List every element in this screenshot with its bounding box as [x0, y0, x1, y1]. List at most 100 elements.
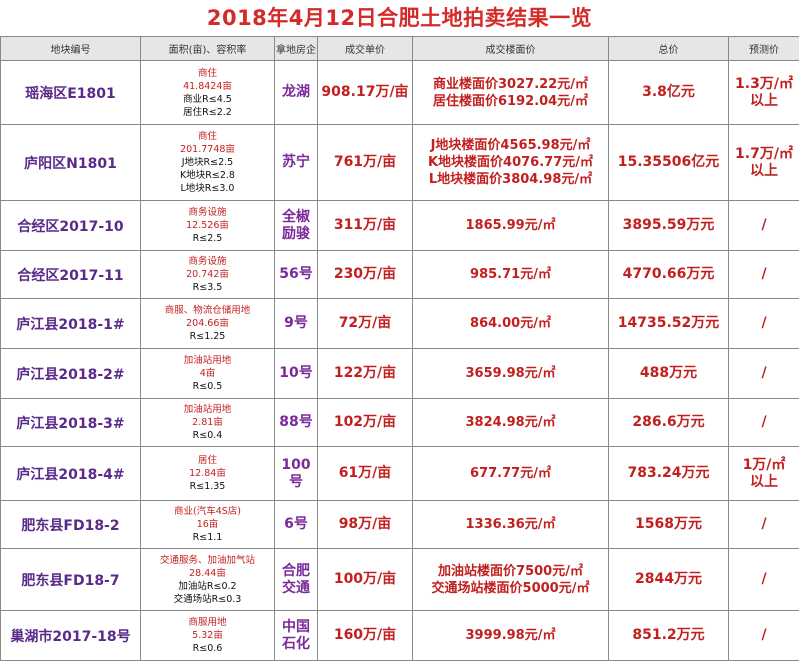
developer-name: 10号 — [279, 365, 313, 381]
forecast-value: / — [761, 516, 767, 532]
table-row: 庐江县2018-3# 加油站用地 2.81亩 R≤0.4 88号 102万/亩 3824.9… — [0, 398, 799, 447]
forecast-cell: / — [728, 348, 799, 399]
developer-name: 100 — [281, 456, 311, 473]
developer-cell: 9号 — [274, 298, 318, 349]
ratio-value: R≤1.35 — [189, 481, 226, 492]
area-value: 12.84亩 — [189, 468, 226, 479]
plot-id-cell: 庐江县2018-2# — [0, 348, 141, 399]
floor-price-line: 1336.36元/㎡ — [465, 517, 556, 532]
unit-price-cell: 72万/亩 — [317, 298, 413, 349]
area-ratio-cell: 加油站用地 2.81亩 R≤0.4 — [140, 398, 275, 447]
developer-cell: 中国 石化 — [274, 610, 318, 661]
floor-price-line: K地块楼面价4076.77元/㎡ — [427, 155, 594, 170]
header-area-ratio: 面积(亩)、容积率 — [140, 36, 275, 61]
forecast-cell: / — [728, 548, 799, 611]
table-row: 庐阳区N1801 商住 201.7748亩 J地块R≤2.5 K地块R≤2.8 L地块R≤… — [0, 124, 799, 201]
header-developer: 拿地房企 — [274, 36, 318, 61]
table-row: 瑶海区E1801 商住 41.8424亩 商业R≤4.5 居住R≤2.2 龙湖 908.17… — [0, 60, 799, 125]
developer-name: 励骏 — [282, 225, 310, 242]
forecast-value: 1万/㎡ — [742, 456, 786, 473]
ratio-value: 商业R≤4.5 — [183, 93, 232, 105]
forecast-value: / — [761, 414, 767, 430]
forecast-value: 1.7万/㎡ — [735, 145, 793, 162]
floor-price-line: 居住楼面价6192.04元/㎡ — [433, 93, 588, 109]
plot-id-cell: 合经区2017-10 — [0, 200, 141, 251]
unit-price-cell: 761万/亩 — [317, 124, 413, 201]
developer-cell: 56号 — [274, 250, 318, 299]
plot-id-cell: 巢湖市2017-18号 — [0, 610, 141, 661]
floor-price-line: L地块楼面价3804.98元/㎡ — [428, 172, 593, 187]
forecast-value: / — [761, 571, 767, 587]
header-row: 地块编号 面积(亩)、容积率 拿地房企 成交单价 成交楼面价 总价 预测价 — [0, 36, 799, 61]
area-ratio-cell: 商业(汽车4S店) 16亩 R≤1.1 — [140, 500, 275, 549]
floor-price-line: 加油站楼面价7500元/㎡ — [438, 563, 583, 579]
area-value: 204.66亩 — [186, 318, 229, 329]
ratio-value: R≤1.1 — [192, 532, 223, 543]
unit-price-cell: 61万/亩 — [317, 446, 413, 501]
area-ratio-cell: 加油站用地 4亩 R≤0.5 — [140, 348, 275, 399]
land-use-label: 商服用地 — [188, 617, 227, 628]
unit-price-cell: 311万/亩 — [317, 200, 413, 251]
developer-name: 88号 — [279, 414, 313, 430]
total-price-cell: 14735.52万元 — [608, 298, 729, 349]
forecast-value: / — [761, 627, 767, 643]
results-table: 地块编号 面积(亩)、容积率 拿地房企 成交单价 成交楼面价 总价 预测价 瑶海… — [0, 36, 799, 661]
area-value: 201.7748亩 — [180, 144, 235, 155]
ratio-value: 交通场站R≤0.3 — [173, 593, 242, 605]
table-row: 肥东县FD18-2 商业(汽车4S店) 16亩 R≤1.1 6号 98万/亩 1336.36… — [0, 500, 799, 549]
ratio-value: J地块R≤2.5 — [181, 157, 234, 168]
unit-price-cell: 98万/亩 — [317, 500, 413, 549]
forecast-value: 1.3万/㎡ — [735, 75, 793, 92]
ratio-value: L地块R≤3.0 — [180, 183, 235, 194]
total-price-cell: 286.6万元 — [608, 398, 729, 447]
floor-price-cell: 1336.36元/㎡ — [412, 500, 609, 549]
forecast-cell: 1.3万/㎡ 以上 — [728, 60, 799, 125]
area-ratio-cell: 居住 12.84亩 R≤1.35 — [140, 446, 275, 501]
developer-name: 号 — [289, 473, 303, 490]
floor-price-line: 864.00元/㎡ — [470, 316, 551, 331]
total-price-cell: 851.2万元 — [608, 610, 729, 661]
floor-price-line: 3659.98元/㎡ — [465, 366, 556, 381]
area-value: 20.742亩 — [186, 269, 229, 280]
land-use-label: 加油站用地 — [183, 404, 232, 415]
land-use-label: 商住 — [197, 67, 217, 79]
area-value: 16亩 — [196, 519, 219, 530]
forecast-value: / — [761, 365, 767, 381]
forecast-cell: / — [728, 610, 799, 661]
area-ratio-cell: 商住 41.8424亩 商业R≤4.5 居住R≤2.2 — [140, 60, 275, 125]
plot-id-cell: 合经区2017-11 — [0, 250, 141, 299]
developer-name: 合肥 — [282, 562, 310, 579]
unit-price-cell: 160万/亩 — [317, 610, 413, 661]
forecast-cell: / — [728, 298, 799, 349]
forecast-value: 以上 — [750, 473, 778, 490]
floor-price-cell: 985.71元/㎡ — [412, 250, 609, 299]
area-ratio-cell: 商住 201.7748亩 J地块R≤2.5 K地块R≤2.8 L地块R≤3.0 — [140, 124, 275, 201]
plot-id-cell: 瑶海区E1801 — [0, 60, 141, 125]
table-row: 合经区2017-10 商务设施 12.526亩 R≤2.5 全椒 励骏 311万/亩 1865… — [0, 200, 799, 251]
forecast-value: / — [761, 266, 767, 282]
forecast-value: / — [761, 217, 767, 233]
header-unit-price: 成交单价 — [317, 36, 413, 61]
area-ratio-cell: 交通服务、加油加气站 28.44亩 加油站R≤0.2 交通场站R≤0.3 — [140, 548, 275, 611]
header-floor-price: 成交楼面价 — [412, 36, 609, 61]
developer-name: 9号 — [284, 315, 308, 331]
ratio-value: K地块R≤2.8 — [180, 170, 235, 181]
table-row: 合经区2017-11 商务设施 20.742亩 R≤3.5 56号 230万/亩 985.7… — [0, 250, 799, 299]
ratio-value: R≤0.4 — [192, 430, 223, 441]
floor-price-cell: J地块楼面价4565.98元/㎡ K地块楼面价4076.77元/㎡ L地块楼面价38… — [412, 124, 609, 201]
floor-price-line: 3999.98元/㎡ — [465, 628, 556, 643]
forecast-cell: 1.7万/㎡ 以上 — [728, 124, 799, 201]
developer-name: 中国 — [282, 618, 310, 635]
ratio-value: R≤0.5 — [192, 381, 223, 392]
forecast-value: / — [761, 315, 767, 331]
total-price-cell: 2844万元 — [608, 548, 729, 611]
plot-id-cell: 庐阳区N1801 — [0, 124, 141, 201]
total-price-cell: 488万元 — [608, 348, 729, 399]
floor-price-line: J地块楼面价4565.98元/㎡ — [430, 138, 591, 153]
developer-name: 6号 — [284, 516, 308, 532]
land-use-label: 商务设施 — [188, 207, 227, 218]
total-price-cell: 4770.66万元 — [608, 250, 729, 299]
area-value: 5.32亩 — [192, 630, 223, 641]
land-use-label: 商务设施 — [188, 256, 227, 267]
